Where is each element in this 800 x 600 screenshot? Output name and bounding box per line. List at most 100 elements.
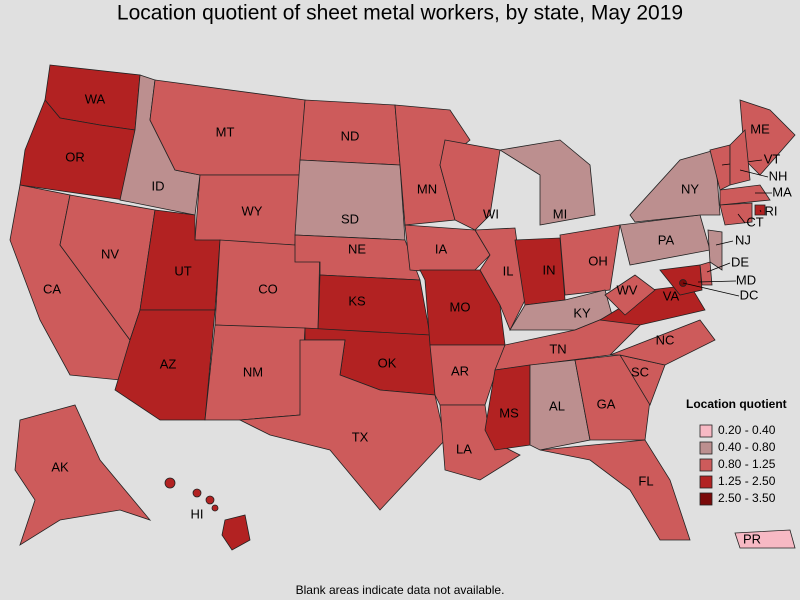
state-label: IL [503,263,514,278]
leader-line [706,262,731,273]
state-label: OH [588,253,608,268]
state [559,224,621,296]
leader-line [697,280,737,283]
state [574,354,651,441]
legend: Location quotient 0.20 - 0.40 0.40 - 0.80… [686,397,787,506]
state-label: VT [764,151,781,166]
leader-line [737,213,746,224]
state [529,359,591,451]
state-label: WV [617,282,638,297]
state [114,309,216,421]
state-label: HI [191,506,204,521]
state-label: KY [573,305,591,320]
state-label: MS [499,405,519,420]
state-label: AZ [160,356,177,371]
state-label: OR [65,149,85,164]
state-label: UT [174,263,191,278]
state-label: AL [549,398,565,413]
state-label: IN [543,262,556,277]
state-label: GA [597,396,616,411]
state-label: ID [152,178,165,193]
state-label: RI [765,203,778,218]
legend-swatch [699,441,713,455]
state [238,339,446,511]
legend-label: 0.20 - 0.40 [718,423,776,437]
legend-swatch [699,458,713,472]
state-label: NE [348,241,366,256]
state [317,274,431,336]
island [164,477,176,489]
leader-line [715,240,734,246]
state-label: AK [51,459,69,474]
state-label: PA [658,232,675,247]
state-label: NJ [735,232,751,247]
state-label: MO [450,299,471,314]
state-label: AR [451,363,469,378]
state [484,364,531,451]
state-label: TX [352,429,369,444]
state-label: PR [743,531,761,546]
legend-swatch [699,492,713,506]
state-label: LA [456,441,472,456]
legend-label: 0.40 - 0.80 [718,440,776,454]
state-label: MD [736,272,756,287]
state [719,202,753,226]
state-label: WI [483,206,499,221]
island [205,495,215,505]
state-label: DC [740,287,759,302]
state [707,229,723,271]
state [498,139,596,226]
state-label: CA [43,281,61,296]
state-label: NV [101,246,119,261]
state-label: NC [656,332,675,347]
states: WA OR CA NV ID MT WY UT AZ CO NM ND SD NE KS OK TX MN IA MO… [9,64,796,551]
state-label: MA [772,184,792,199]
state [214,239,321,331]
state-label: SD [341,211,359,226]
leader-line [739,169,769,178]
state-label: TN [549,341,566,356]
state-label: FL [638,473,653,488]
state-label: WA [85,91,106,106]
state-label: MI [553,206,567,221]
state [609,319,716,366]
state [719,184,771,206]
state-label: OK [378,355,397,370]
legend-swatch [699,424,713,438]
state [539,439,691,541]
state [734,529,796,549]
island [192,488,202,498]
state-label: NY [681,181,699,196]
footnote: Blank areas indicate data not available. [296,583,505,597]
island [211,504,219,512]
state [629,149,721,223]
state-label: IA [435,241,448,256]
state [439,404,521,481]
state-label: WY [242,203,263,218]
state [604,274,656,316]
legend-label: 2.50 - 3.50 [718,491,776,505]
state-label: SC [631,364,649,379]
state [404,224,491,276]
state [14,404,152,546]
state-label: VA [663,288,680,303]
state [294,159,406,241]
state-label: ME [750,121,770,136]
state-label: DE [731,254,749,269]
legend-label: 1.25 - 2.50 [718,474,776,488]
state-label: CT [746,214,763,229]
state-label: CO [258,281,278,296]
state-label: NH [769,168,788,183]
legend-label: 0.80 - 1.25 [718,457,776,471]
state-label: KS [348,293,366,308]
leader-line [682,282,740,297]
legend-swatch [699,475,713,489]
leader-line [759,209,762,213]
state-label: MN [417,181,437,196]
map-title: Location quotient of sheet metal workers… [117,2,683,25]
state-label: ND [341,128,360,143]
legend-title: Location quotient [686,397,787,411]
state-label: NM [243,364,263,379]
